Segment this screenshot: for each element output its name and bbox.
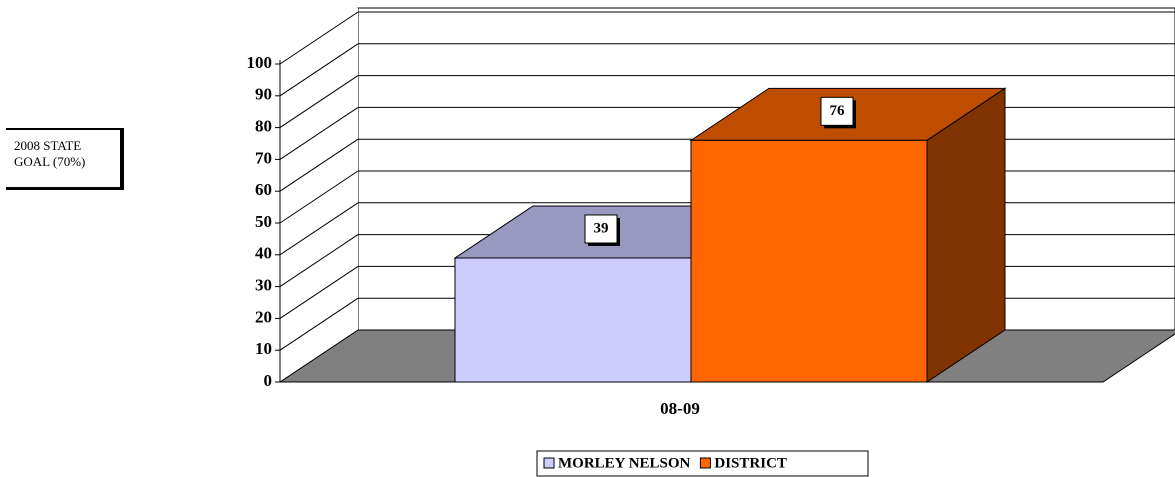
bar — [454, 257, 692, 383]
y-tick-label: 80 — [255, 117, 272, 136]
legend-label: MORLEY NELSON — [558, 455, 691, 471]
y-tick-label: 90 — [255, 85, 272, 104]
grid-line — [279, 329, 359, 383]
grid-line — [279, 234, 359, 288]
legend: MORLEY NELSON DISTRICT — [536, 450, 869, 477]
grid-line — [279, 11, 359, 65]
grid-line — [279, 106, 359, 160]
y-tick-label: 100 — [247, 53, 273, 72]
legend-swatch — [699, 457, 711, 469]
annotation: 2008 STATE GOAL (70%) — [6, 128, 124, 190]
y-tick-label: 60 — [255, 180, 272, 199]
label-box — [820, 96, 854, 126]
value-label: 76 — [830, 103, 846, 119]
y-tick-label: 50 — [255, 212, 272, 231]
y-tick-label: 70 — [255, 148, 272, 167]
grid-line — [279, 297, 359, 351]
grid-line — [279, 265, 359, 319]
grid-line — [279, 202, 359, 256]
legend-label: DISTRICT — [714, 455, 787, 471]
grid-line — [279, 43, 359, 97]
bar — [690, 139, 928, 383]
value-label: 39 — [594, 220, 609, 236]
side-wall — [280, 8, 358, 382]
grid-line — [279, 138, 359, 192]
x-tick-label: 08-09 — [660, 399, 700, 418]
legend-swatch — [543, 457, 555, 469]
y-tick-label: 40 — [255, 244, 272, 263]
y-tick-label: 0 — [264, 371, 273, 390]
grid-line — [279, 75, 359, 129]
y-tick-label: 10 — [255, 339, 272, 358]
grid-line — [279, 170, 359, 224]
label-box — [584, 214, 618, 244]
y-tick-label: 20 — [255, 307, 272, 326]
y-tick-label: 30 — [255, 276, 272, 295]
